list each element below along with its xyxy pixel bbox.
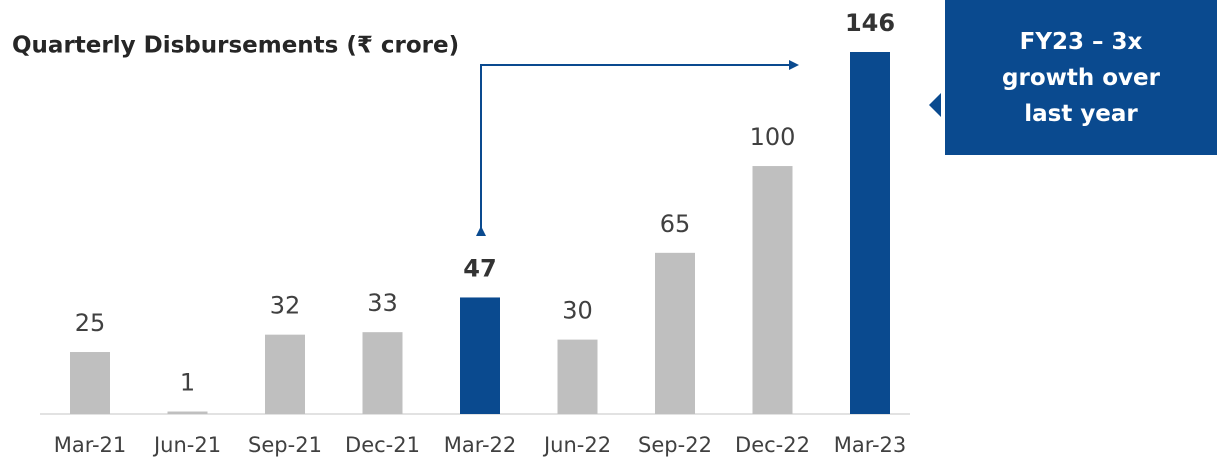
bar <box>70 352 110 414</box>
x-tick-label: Dec-22 <box>735 433 810 457</box>
value-label: 32 <box>270 292 301 320</box>
value-label: 33 <box>367 289 398 317</box>
value-label: 47 <box>463 254 496 282</box>
bar <box>167 411 208 414</box>
x-tick-label: Mar-22 <box>444 433 517 457</box>
x-tick-label: Dec-21 <box>345 433 420 457</box>
x-tick-label: Sep-22 <box>638 433 712 457</box>
value-label: 100 <box>750 123 796 151</box>
x-tick-label: Jun-21 <box>152 433 221 457</box>
value-label: 30 <box>562 297 593 325</box>
annotation-box: FY23 – 3x growth over last year <box>945 0 1217 155</box>
value-label: 146 <box>845 9 895 37</box>
bar <box>460 297 500 414</box>
bar <box>362 332 403 414</box>
x-tick-label: Mar-23 <box>834 433 907 457</box>
bar <box>850 52 890 414</box>
bar <box>655 252 695 414</box>
bar <box>752 166 793 414</box>
bar <box>557 339 598 414</box>
x-tick-label: Sep-21 <box>248 433 322 457</box>
value-label: 1 <box>180 369 195 397</box>
callout-pointer <box>929 93 941 117</box>
x-tick-label: Jun-22 <box>542 433 611 457</box>
chart-title: Quarterly Disbursements (₹ crore) <box>12 33 459 59</box>
value-label: 25 <box>75 309 106 337</box>
bar <box>265 334 305 414</box>
growth-arrow <box>476 60 799 236</box>
value-label: 65 <box>660 210 691 238</box>
x-tick-label: Mar-21 <box>54 433 127 457</box>
